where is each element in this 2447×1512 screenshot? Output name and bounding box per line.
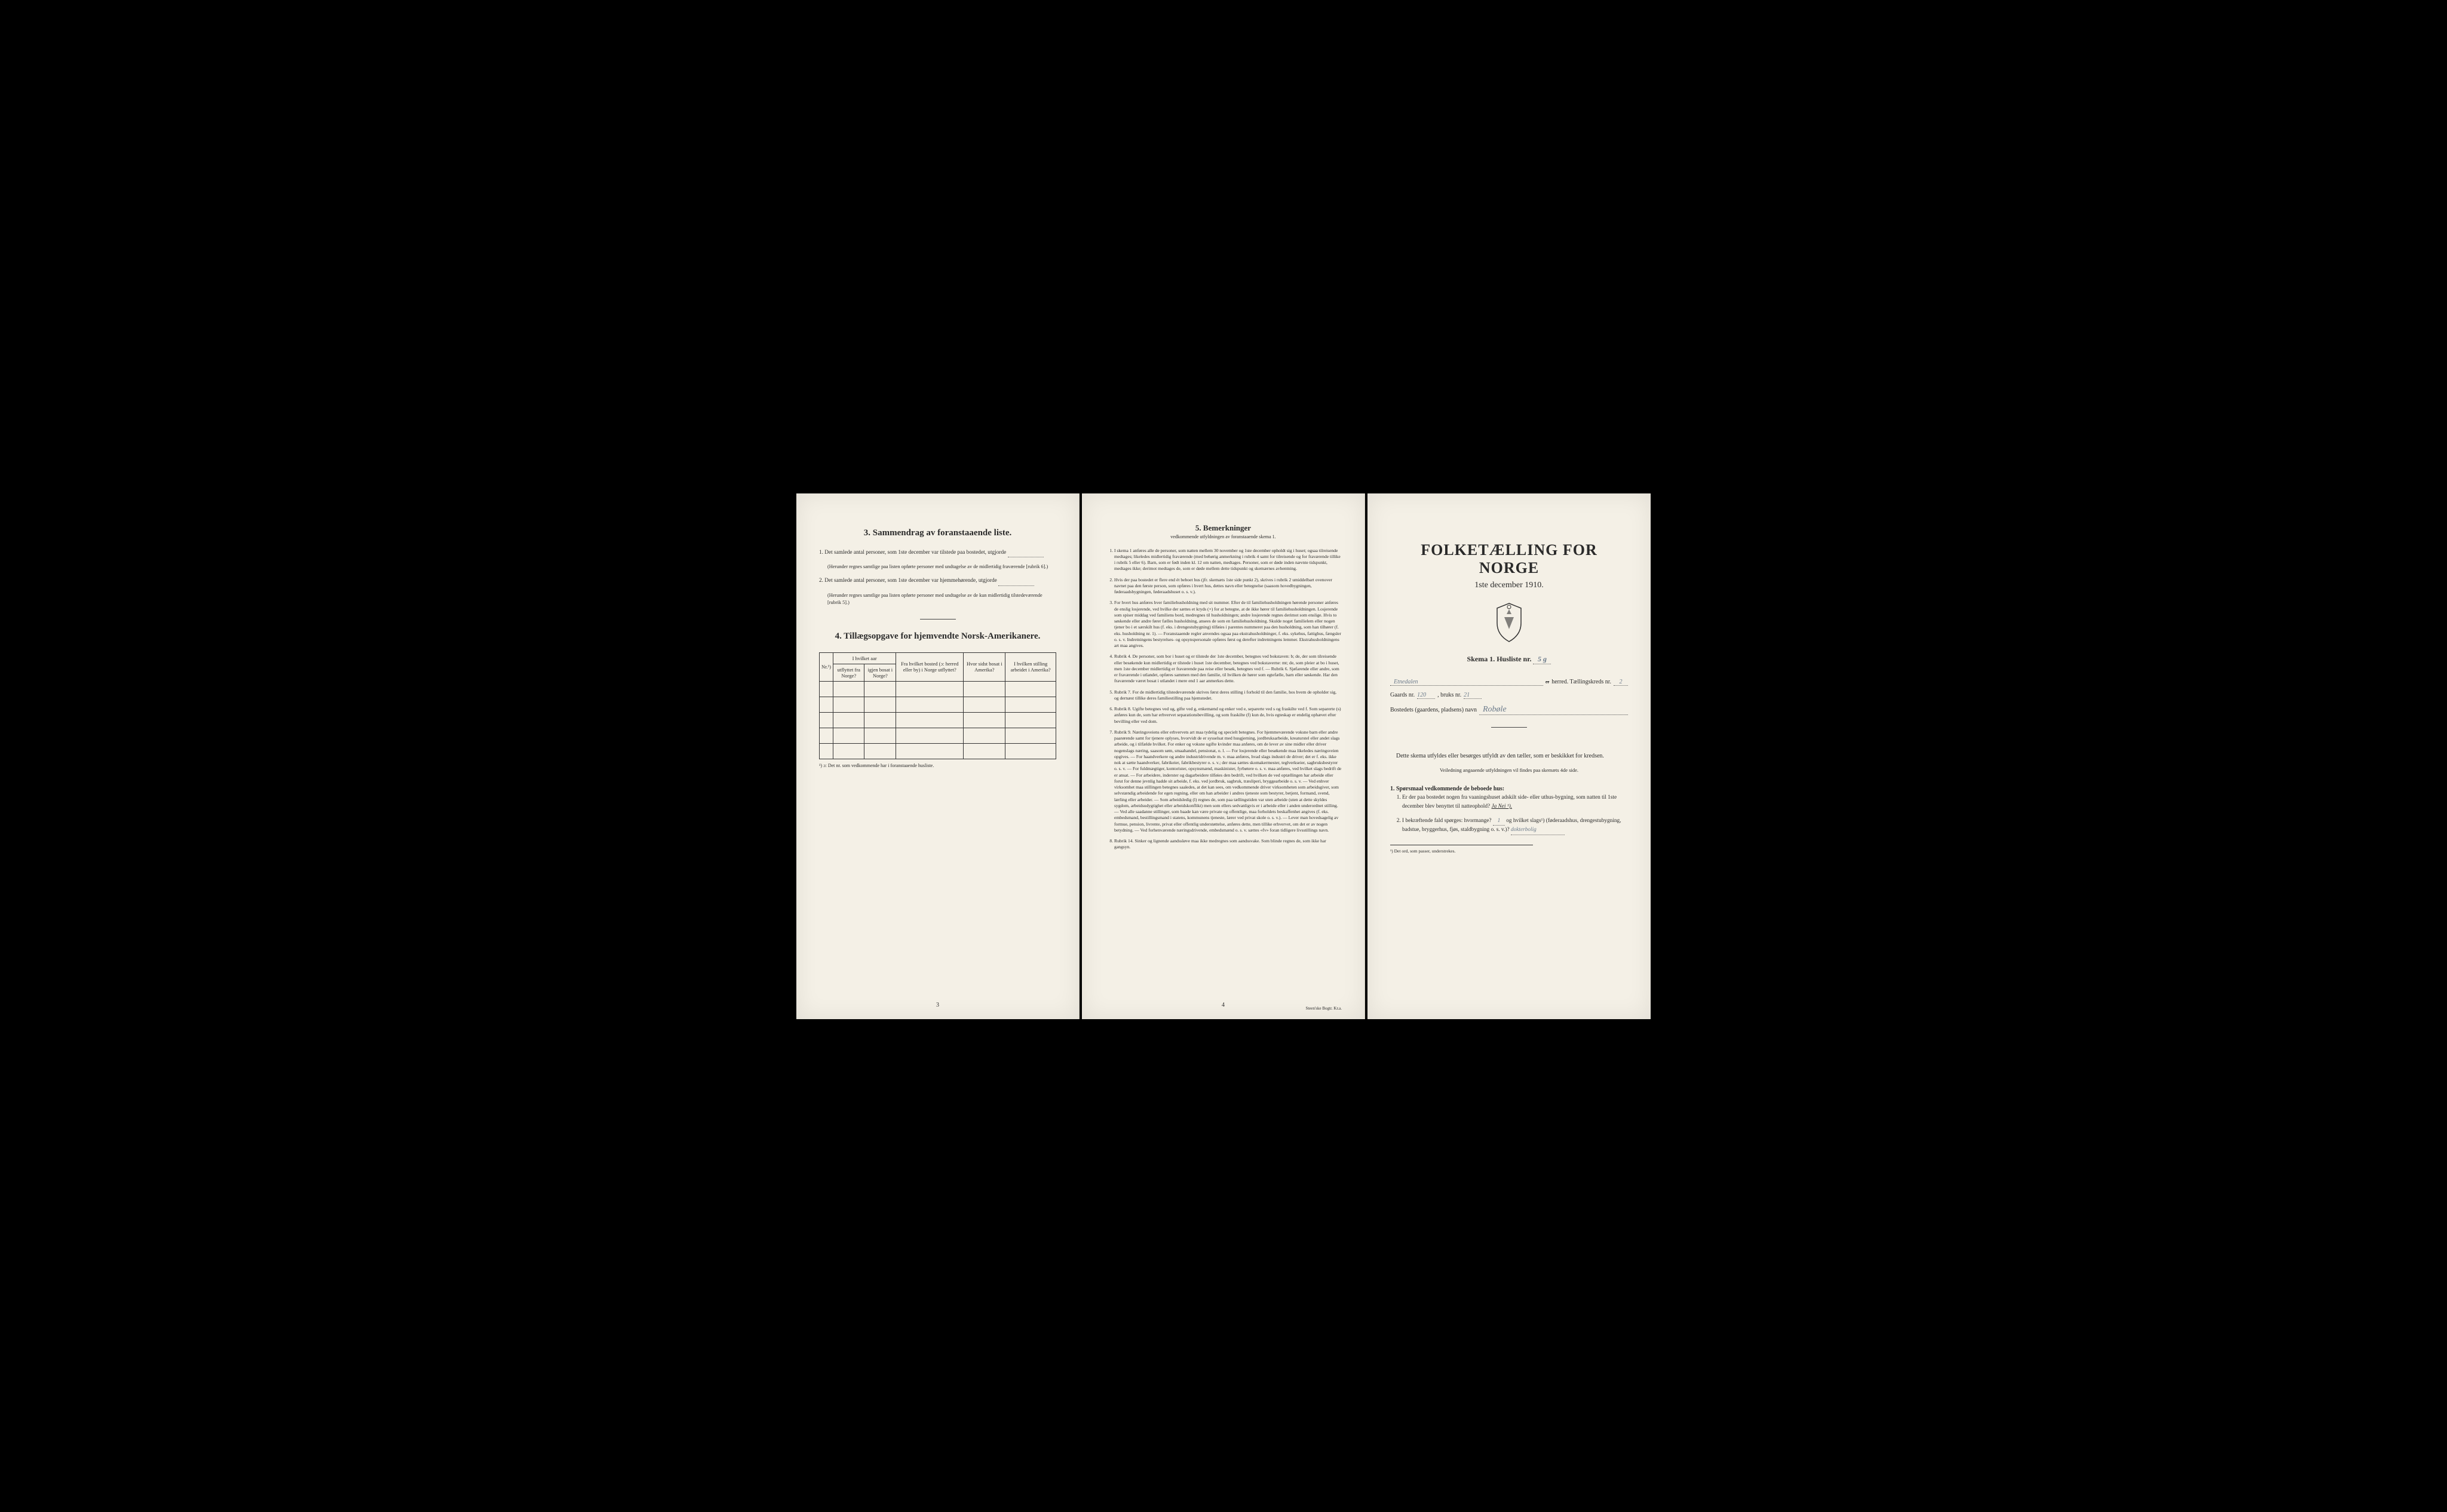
amerikanere-table: Nr.¹) I hvilket aar Fra hvilket bosted (… bbox=[819, 652, 1056, 759]
herred-line: Etnedalen er herred. Tællingskreds nr. 2 bbox=[1390, 679, 1628, 686]
strike-text: er bbox=[1546, 679, 1549, 685]
list-item: Rubrik 7. For de midlertidig tilstedevær… bbox=[1114, 689, 1342, 702]
bruks-value: 21 bbox=[1464, 692, 1482, 699]
table-row bbox=[820, 712, 1056, 728]
gaards-value: 120 bbox=[1417, 692, 1435, 699]
question-item-1: Er der paa bostedet nogen fra vaaningshu… bbox=[1402, 793, 1628, 811]
col-nr: Nr.¹) bbox=[820, 652, 833, 681]
page-number: 3 bbox=[936, 1002, 939, 1008]
col-aar: I hvilket aar bbox=[833, 652, 896, 664]
bosted-label: Bostedets (gaardens, pladsens) navn bbox=[1390, 707, 1477, 713]
table-body bbox=[820, 681, 1056, 759]
q2-text-a: I bekræftende fald spørges: hvormange? bbox=[1402, 818, 1493, 824]
bruks-label: , bruks nr. bbox=[1437, 692, 1461, 698]
col-stilling: I hvilken stilling arbeidet i Amerika? bbox=[1005, 652, 1056, 681]
question-1: 1. Det samlede antal personer, som 1ste … bbox=[819, 549, 1056, 558]
q2-count: 1 bbox=[1493, 817, 1505, 826]
subcol-bosat: igjen bosat i Norge? bbox=[864, 664, 896, 681]
kreds-value: 2 bbox=[1614, 679, 1628, 686]
questions-list: Er der paa bostedet nogen fra vaaningshu… bbox=[1390, 793, 1628, 835]
page-number: 4 bbox=[1222, 1002, 1225, 1008]
q2-answer: dokterbolig bbox=[1511, 826, 1565, 835]
ja-nei: Ja Nei ¹). bbox=[1491, 803, 1512, 809]
skema-line: Skema 1. Husliste nr. 5 g bbox=[1390, 655, 1628, 664]
list-item: For hvert hus anføres hver familiehushol… bbox=[1114, 600, 1342, 649]
body-lead: Dette skema utfyldes eller besørges utfy… bbox=[1390, 752, 1628, 760]
col-bosted: Fra hvilket bosted (ɔ: herred eller by) … bbox=[896, 652, 964, 681]
body-note: Veiledning angaaende utfyldningen vil fi… bbox=[1390, 766, 1628, 774]
printer-mark: Steen'ske Bogtr. Kr.a. bbox=[1305, 1006, 1342, 1011]
q2-text: 2. Det samlede antal personer, som 1ste … bbox=[819, 578, 998, 584]
bemerkninger-list: I skema 1 anføres alle de personer, som … bbox=[1105, 548, 1342, 851]
herred-label: herred. Tællingskreds nr. bbox=[1551, 679, 1611, 685]
footnote: ¹) Det ord, som passer, understrekes. bbox=[1390, 845, 1533, 854]
list-item: I skema 1 anføres alle de personer, som … bbox=[1114, 548, 1342, 572]
section-3-title: 3. Sammendrag av foranstaaende liste. bbox=[819, 528, 1056, 538]
list-item: Rubrik 9. Næringsveiens eller erhvervets… bbox=[1114, 729, 1342, 833]
page-4: 5. Bemerkninger vedkommende utfyldningen… bbox=[1082, 493, 1365, 1019]
list-item: Rubrik 14. Sinker og lignende aandssløve… bbox=[1114, 838, 1342, 851]
q1-text: 1. Det samlede antal personer, som 1ste … bbox=[819, 550, 1008, 556]
gaards-line: Gaards nr. 120 , bruks nr. 21 bbox=[1390, 692, 1628, 699]
bosted-value: Robøle bbox=[1479, 705, 1628, 715]
herred-value: Etnedalen bbox=[1390, 679, 1543, 686]
q2-subnote: (Herunder regnes samtlige paa listen opf… bbox=[827, 592, 1056, 607]
col-amerika: Hvor sidst bosat i Amerika? bbox=[964, 652, 1005, 681]
table-row bbox=[820, 728, 1056, 743]
main-title: FOLKETÆLLING FOR NORGE bbox=[1390, 541, 1628, 577]
coat-of-arms-icon bbox=[1491, 602, 1527, 644]
list-item: Rubrik 4. De personer, som bor i huset o… bbox=[1114, 654, 1342, 684]
section-4-title: 4. Tillægsopgave for hjemvendte Norsk-Am… bbox=[819, 631, 1056, 642]
list-item: Rubrik 8. Ugifte betegnes ved ug, gifte … bbox=[1114, 706, 1342, 725]
question-item-2: I bekræftende fald spørges: hvormange? 1… bbox=[1402, 817, 1628, 835]
skema-label: Skema 1. Husliste nr. bbox=[1467, 655, 1532, 663]
q2-fill bbox=[998, 577, 1034, 586]
divider bbox=[1491, 727, 1527, 728]
questions-heading: 1. Spørsmaal vedkommende de beboede hus: bbox=[1390, 784, 1628, 793]
question-2: 2. Det samlede antal personer, som 1ste … bbox=[819, 577, 1056, 586]
q1-subnote: (Herunder regnes samtlige paa listen opf… bbox=[827, 563, 1056, 571]
page-1-cover: FOLKETÆLLING FOR NORGE 1ste december 191… bbox=[1367, 493, 1651, 1019]
section-5-subtitle: vedkommende utfyldningen av foranstaaend… bbox=[1105, 534, 1342, 539]
subcol-utflyttet: utflyttet fra Norge? bbox=[833, 664, 864, 681]
page-3: 3. Sammendrag av foranstaaende liste. 1.… bbox=[796, 493, 1080, 1019]
gaards-label: Gaards nr. bbox=[1390, 692, 1415, 698]
ja-nei-text: Ja Nei ¹). bbox=[1491, 803, 1512, 809]
list-item: Hvis der paa bostedet er flere end ét be… bbox=[1114, 577, 1342, 596]
table-row bbox=[820, 743, 1056, 759]
document-spread: 3. Sammendrag av foranstaaende liste. 1.… bbox=[796, 493, 1651, 1019]
table-footnote: ¹) ɔ: Det nr. som vedkommende har i fora… bbox=[819, 763, 1056, 768]
body-lead-text: Dette skema utfyldes eller besørges utfy… bbox=[1396, 753, 1604, 759]
sub-title: 1ste december 1910. bbox=[1390, 581, 1628, 590]
instructions-block: Dette skema utfyldes eller besørges utfy… bbox=[1390, 752, 1628, 855]
q1-fill bbox=[1008, 549, 1044, 558]
section-5-title: 5. Bemerkninger bbox=[1105, 523, 1342, 533]
skema-value: 5 g bbox=[1533, 655, 1551, 664]
bosted-line: Bostedets (gaardens, pladsens) navn Robø… bbox=[1390, 705, 1628, 715]
table-row bbox=[820, 697, 1056, 712]
table-row bbox=[820, 681, 1056, 697]
